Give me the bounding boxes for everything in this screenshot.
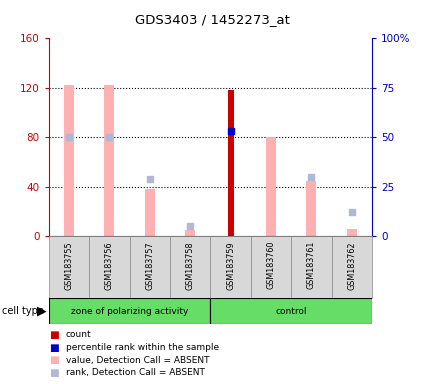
Point	[65, 134, 72, 140]
Bar	[291, 236, 332, 298]
Bar	[210, 298, 372, 324]
Text: GSM183759: GSM183759	[226, 241, 235, 290]
Bar	[64, 85, 74, 236]
Text: cell type: cell type	[2, 306, 44, 316]
Bar	[306, 180, 316, 236]
Point	[146, 176, 153, 182]
Bar	[49, 236, 89, 298]
Bar	[185, 230, 195, 236]
Text: ■: ■	[49, 343, 59, 353]
Text: GSM183760: GSM183760	[266, 241, 275, 290]
Point	[227, 128, 234, 134]
Bar	[347, 229, 357, 236]
Bar	[210, 236, 251, 298]
Bar	[227, 90, 234, 236]
Bar	[332, 236, 372, 298]
Text: value, Detection Call = ABSENT: value, Detection Call = ABSENT	[66, 356, 210, 365]
Text: GSM183755: GSM183755	[65, 241, 74, 290]
Text: control: control	[275, 306, 307, 316]
Text: count: count	[66, 330, 91, 339]
Text: ■: ■	[49, 330, 59, 340]
Text: GDS3403 / 1452273_at: GDS3403 / 1452273_at	[135, 13, 290, 26]
Bar	[266, 137, 276, 236]
Text: GSM183758: GSM183758	[186, 241, 195, 290]
Bar	[49, 298, 210, 324]
Text: ▶: ▶	[37, 305, 46, 318]
Text: GSM183756: GSM183756	[105, 241, 114, 290]
Bar	[89, 236, 130, 298]
Text: ■: ■	[49, 368, 59, 378]
Text: rank, Detection Call = ABSENT: rank, Detection Call = ABSENT	[66, 368, 205, 377]
Bar	[130, 236, 170, 298]
Text: GSM183757: GSM183757	[145, 241, 154, 290]
Text: ■: ■	[49, 355, 59, 365]
Text: zone of polarizing activity: zone of polarizing activity	[71, 306, 188, 316]
Bar	[105, 85, 114, 236]
Point	[187, 223, 193, 229]
Bar	[251, 236, 291, 298]
Bar	[145, 189, 155, 236]
Text: percentile rank within the sample: percentile rank within the sample	[66, 343, 219, 352]
Text: GSM183762: GSM183762	[347, 241, 356, 290]
Point	[308, 174, 314, 180]
Text: GSM183761: GSM183761	[307, 241, 316, 290]
Bar	[170, 236, 210, 298]
Point	[348, 209, 355, 215]
Point	[106, 134, 113, 140]
